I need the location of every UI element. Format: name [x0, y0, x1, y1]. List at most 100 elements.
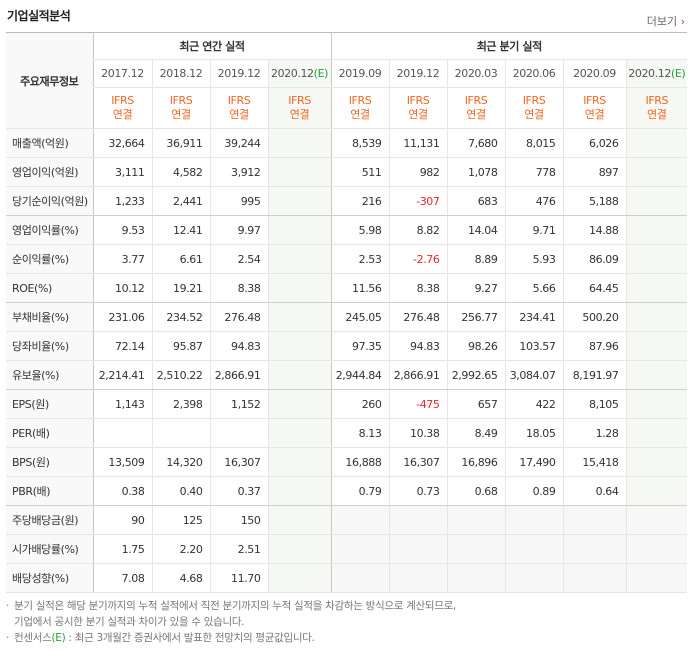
more-link[interactable]: 더보기 — [647, 13, 685, 29]
row-label: PBR(배) — [6, 476, 93, 506]
value-cell — [330, 534, 389, 564]
value-cell: 422 — [504, 389, 563, 419]
value-cell — [267, 505, 331, 535]
value-cell: 0.89 — [504, 476, 563, 506]
value-cell: 3,111 — [92, 157, 152, 187]
value-cell: 1,078 — [446, 157, 505, 187]
value-cell: 234.52 — [151, 302, 210, 332]
row-label: 시가배당률(%) — [6, 534, 93, 564]
value-cell: -307 — [388, 186, 447, 216]
value-cell: 476 — [504, 186, 563, 216]
value-cell: 3,912 — [209, 157, 268, 187]
value-cell: 32,664 — [92, 128, 152, 158]
value-cell: 94.83 — [388, 331, 447, 361]
value-cell: 8,105 — [562, 389, 626, 419]
period-header: 2019.12 — [209, 59, 268, 88]
value-cell: 6.61 — [151, 244, 210, 274]
value-cell — [625, 418, 688, 448]
value-cell: 98.26 — [446, 331, 505, 361]
value-cell: 7,680 — [446, 128, 505, 158]
period-header: 2020.12(E) — [267, 59, 331, 88]
value-cell — [267, 331, 331, 361]
value-cell: 86.09 — [562, 244, 626, 274]
value-cell: 90 — [92, 505, 152, 535]
basis-scope: 연결 — [289, 108, 310, 121]
basis-standard: IFRS — [464, 94, 488, 107]
value-cell — [209, 418, 268, 448]
value-cell — [388, 534, 447, 564]
row-label: 순이익률(%) — [6, 244, 93, 274]
value-cell: 8.89 — [446, 244, 505, 274]
basis-header: IFRS 연결 — [151, 87, 210, 129]
value-cell: 683 — [446, 186, 505, 216]
value-cell: 256.77 — [446, 302, 505, 332]
period-date: 2017.12 — [101, 67, 144, 80]
basis-scope: 연결 — [524, 108, 544, 121]
value-cell: 231.06 — [92, 302, 152, 332]
note: 컨센서스(E) : 최근 3개월간 증권사에서 발표한 전망치의 평균값입니다. — [6, 630, 456, 646]
data-row: 시가배당률(%) 1.75 2.20 2.51 — [6, 534, 688, 564]
data-row: 당좌비율(%) 72.14 95.87 94.83 97.35 94.83 98.26 103… — [6, 331, 688, 361]
period-date: 2020.06 — [512, 67, 556, 80]
value-cell: 18.05 — [504, 418, 563, 448]
financial-table: 주요재무정보 최근 연간 실적 최근 분기 실적 2017.12 2018.12 2019… — [6, 32, 688, 593]
basis-scope: 연결 — [408, 108, 428, 121]
value-cell — [330, 505, 389, 535]
value-cell — [267, 186, 331, 216]
basis-standard: IFRS — [522, 94, 546, 107]
basis-header: IFRS 연결 — [209, 87, 268, 129]
value-cell: 260 — [330, 389, 389, 419]
value-cell — [625, 447, 688, 477]
value-cell: 15,418 — [562, 447, 626, 477]
value-cell — [625, 273, 688, 303]
value-cell — [504, 534, 563, 564]
basis-standard: IFRS — [227, 94, 251, 107]
data-row: 당기순이익(억원) 1,233 2,441 995 216 -307 683 476 5,188 — [6, 186, 688, 216]
value-cell — [151, 418, 210, 448]
basis-standard: IFRS — [645, 94, 669, 107]
value-cell: 2,214.41 — [92, 360, 152, 390]
value-cell — [267, 418, 331, 448]
row-label: PER(배) — [6, 418, 93, 448]
value-cell: 9.53 — [92, 215, 152, 245]
period-header: 2020.12(E) — [625, 59, 688, 88]
value-cell: 103.57 — [504, 331, 563, 361]
value-cell — [562, 563, 626, 593]
value-cell: 2,510.22 — [151, 360, 210, 390]
value-cell: 245.05 — [330, 302, 389, 332]
value-cell: 2,441 — [151, 186, 210, 216]
value-cell — [388, 563, 447, 593]
value-cell: 8.38 — [388, 273, 447, 303]
estimate-mark: (E) — [670, 67, 686, 80]
value-cell — [625, 186, 688, 216]
value-cell: 4.68 — [151, 563, 210, 593]
value-cell: 9.71 — [504, 215, 563, 245]
row-label: 배당성향(%) — [6, 563, 93, 593]
value-cell: 216 — [330, 186, 389, 216]
value-cell — [267, 128, 331, 158]
basis-scope: 연결 — [466, 108, 486, 121]
value-cell: 5.93 — [504, 244, 563, 274]
basis-header: IFRS 연결 — [330, 87, 389, 129]
estimate-mark: (E) — [51, 632, 66, 644]
value-cell: 150 — [209, 505, 268, 535]
value-cell: 11,131 — [388, 128, 447, 158]
row-label: EPS(원) — [6, 389, 93, 419]
value-cell — [446, 505, 505, 535]
value-cell: 2,866.91 — [209, 360, 268, 390]
value-cell: 2.51 — [209, 534, 268, 564]
value-cell: 1.28 — [562, 418, 626, 448]
value-cell: 10.12 — [92, 273, 152, 303]
note-line: 분기 실적은 해당 분기까지의 누적 실적에서 직전 분기까지의 누적 실적을 … — [14, 600, 456, 612]
value-cell: 897 — [562, 157, 626, 187]
notes: 분기 실적은 해당 분기까지의 누적 실적에서 직전 분기까지의 누적 실적을 … — [6, 598, 456, 646]
value-cell: 1,143 — [92, 389, 152, 419]
value-cell: 8,539 — [330, 128, 389, 158]
value-cell — [625, 331, 688, 361]
value-cell: 657 — [446, 389, 505, 419]
value-cell — [625, 534, 688, 564]
basis-header: IFRS 연결 — [625, 87, 688, 129]
value-cell: 11.70 — [209, 563, 268, 593]
row-label: 영업이익(억원) — [6, 157, 93, 187]
value-cell — [267, 157, 331, 187]
